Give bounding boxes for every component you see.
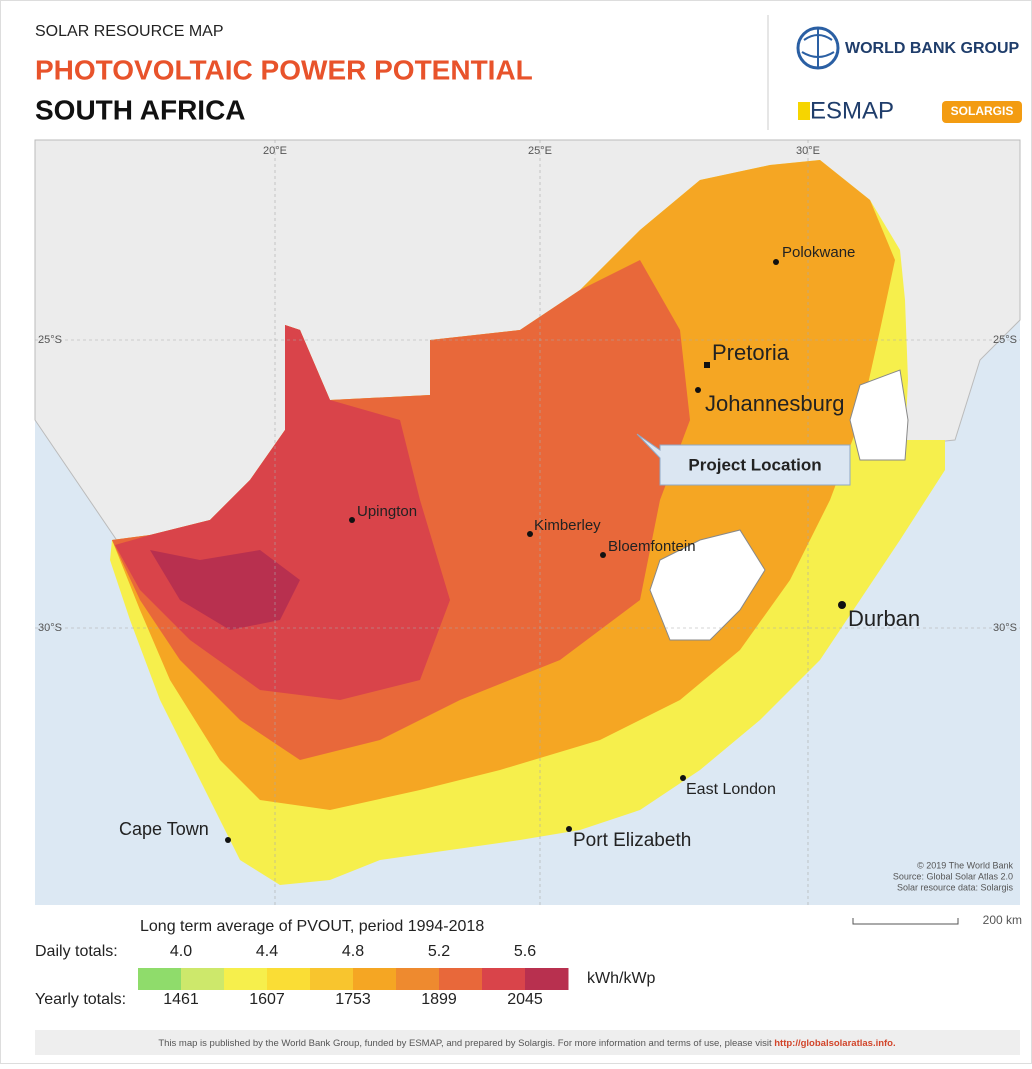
esmap-mark	[798, 102, 810, 120]
unit: kWh/kWp	[587, 970, 656, 987]
city-dot	[349, 517, 355, 523]
city-label: Pretoria	[712, 340, 790, 365]
footer: This map is published by the World Bank …	[158, 1038, 895, 1049]
city-label: Kimberley	[534, 517, 601, 534]
legend-swatch	[138, 968, 182, 990]
footer-link[interactable]: http://globalsolaratlas.info.	[774, 1038, 895, 1049]
latitude-label: 25°S	[993, 334, 1017, 346]
city-label: East London	[686, 781, 776, 798]
city-label: Upington	[357, 503, 417, 520]
legend-swatch	[482, 968, 526, 990]
city-dot	[773, 259, 779, 265]
daily-tick: 4.0	[170, 943, 192, 960]
legend-swatch	[310, 968, 354, 990]
scale-label: 200 km	[983, 913, 1022, 927]
daily-tick: 5.6	[514, 943, 536, 960]
legend-swatch	[267, 968, 311, 990]
latitude-label: 25°S	[38, 334, 62, 346]
credit: Solar resource data: Solargis	[897, 882, 1014, 892]
yearly-label: Yearly totals:	[35, 991, 126, 1008]
yearly-tick: 1461	[163, 991, 199, 1008]
city-dot	[566, 826, 572, 832]
daily-tick: 4.8	[342, 943, 364, 960]
legend-swatch	[353, 968, 397, 990]
city-dot	[695, 387, 701, 393]
yearly-tick: 2045	[507, 991, 543, 1008]
legend-swatch	[181, 968, 225, 990]
daily-tick: 4.4	[256, 943, 278, 960]
city-dot	[704, 362, 710, 368]
city-dot	[600, 552, 606, 558]
latitude-label: 30°S	[38, 622, 62, 634]
city-label: Port Elizabeth	[573, 830, 691, 851]
yearly-tick: 1899	[421, 991, 457, 1008]
city-label: Durban	[848, 606, 920, 631]
solargis: SOLARGIS	[951, 104, 1014, 118]
daily-tick: 5.2	[428, 943, 450, 960]
city-dot	[680, 775, 686, 781]
esmap: ESMAP	[810, 97, 894, 124]
city-label: Polokwane	[782, 244, 855, 261]
city-dot	[838, 601, 846, 609]
legend-swatch	[224, 968, 268, 990]
longitude-label: 25°E	[528, 145, 552, 157]
yearly-tick: 1607	[249, 991, 285, 1008]
callout: Project Location	[688, 455, 821, 474]
latitude-label: 30°S	[993, 622, 1017, 634]
credit: Source: Global Solar Atlas 2.0	[893, 871, 1013, 881]
longitude-label: 20°E	[263, 145, 287, 157]
title: PHOTOVOLTAIC POWER POTENTIAL	[35, 54, 533, 85]
legend-swatch	[396, 968, 440, 990]
city-dot	[527, 531, 533, 537]
city-label: Bloemfontein	[608, 538, 696, 555]
yearly-tick: 1753	[335, 991, 371, 1008]
legend-title: Long term average of PVOUT, period 1994-…	[140, 918, 484, 935]
world-bank: WORLD BANK GROUP	[845, 40, 1020, 57]
longitude-label: 30°E	[796, 145, 820, 157]
legend-swatch	[525, 968, 569, 990]
kicker: SOLAR RESOURCE MAP	[35, 23, 223, 40]
country: SOUTH AFRICA	[35, 94, 246, 125]
footer-text: This map is published by the World Bank …	[158, 1038, 774, 1049]
legend-swatch	[439, 968, 483, 990]
city-label: Cape Town	[119, 819, 209, 839]
map-page: SOLAR RESOURCE MAP PHOTOVOLTAIC POWER PO…	[0, 0, 1032, 1064]
daily-label: Daily totals:	[35, 943, 118, 960]
city-label: Johannesburg	[705, 391, 844, 416]
credit: © 2019 The World Bank	[917, 860, 1013, 870]
city-dot	[225, 837, 231, 843]
